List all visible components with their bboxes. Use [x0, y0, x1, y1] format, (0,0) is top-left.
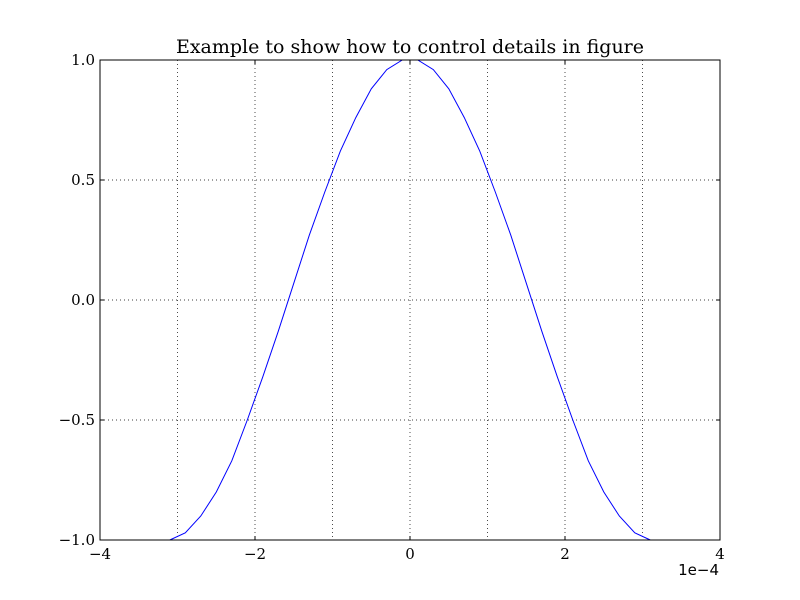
y-tick-label: 0.5: [71, 171, 95, 189]
x-tick-label: 2: [560, 545, 570, 563]
x-tick-label: 0: [405, 545, 415, 563]
tick-labels: −4 −2 0 2 4 −1.0 −0.5 0.0 0.5 1.0: [59, 51, 725, 563]
y-tick-label: 0.0: [71, 291, 95, 309]
grid-lines: [99, 59, 721, 541]
y-tick-label: −0.5: [59, 411, 95, 429]
axis-ticks: [99, 59, 721, 541]
x-axis-offset-label: 1e−4: [678, 561, 719, 579]
chart-title: Example to show how to control details i…: [176, 36, 644, 58]
x-tick-label: −4: [89, 545, 111, 563]
x-tick-label: 4: [715, 545, 725, 563]
y-tick-label: 1.0: [71, 51, 95, 69]
y-tick-label: −1.0: [59, 531, 95, 549]
x-tick-label: −2: [244, 545, 266, 563]
